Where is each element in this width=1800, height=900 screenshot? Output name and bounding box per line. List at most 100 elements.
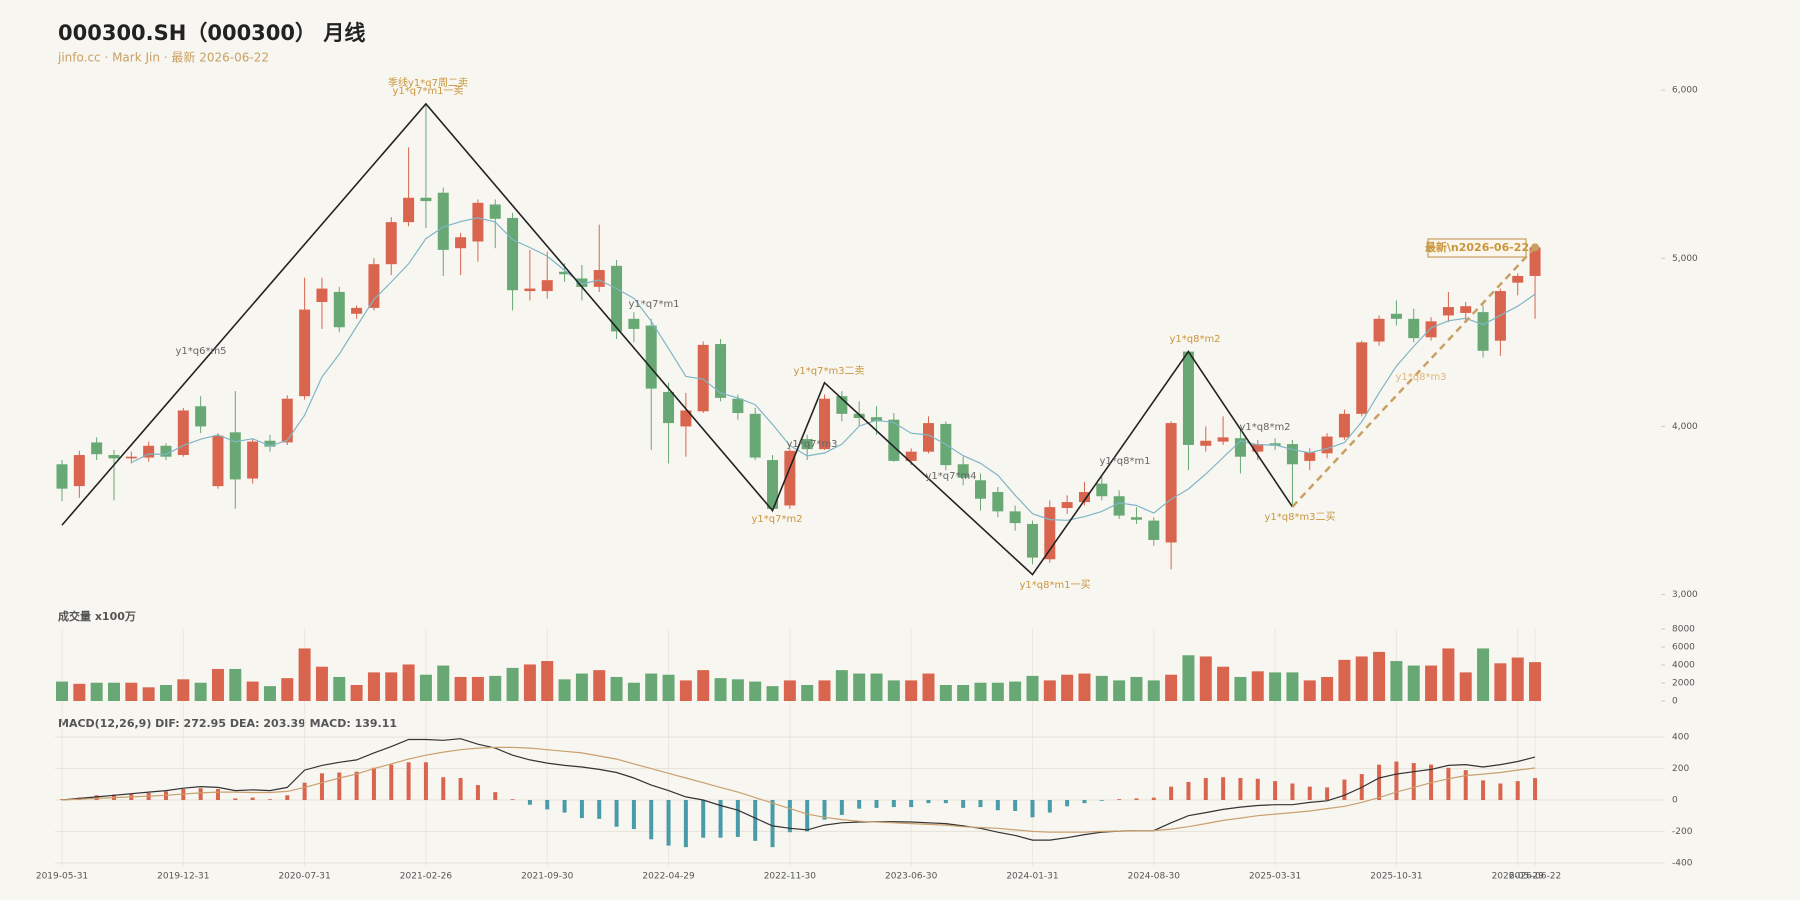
macd-bar	[1377, 764, 1382, 800]
zigzag-line	[61, 102, 1294, 576]
candle-body	[784, 450, 796, 506]
macd-bar	[1273, 781, 1278, 800]
volume-bar	[177, 679, 190, 701]
macd-bar	[1463, 770, 1468, 800]
volume-bar	[870, 673, 883, 701]
volume-bar	[1407, 665, 1420, 701]
volume-bar	[610, 676, 623, 701]
candle-body	[108, 455, 120, 459]
candle-body	[749, 413, 761, 458]
macd-bar	[1394, 761, 1399, 800]
macd-bar	[423, 762, 428, 800]
volume-bar	[593, 670, 606, 701]
candle-body	[1460, 306, 1472, 313]
volume-bar	[1355, 656, 1368, 701]
volume-bar	[159, 684, 172, 701]
x-tick-label: 2022-04-29	[642, 872, 695, 882]
volume-bar	[1113, 680, 1126, 701]
volume-bar	[697, 670, 710, 701]
x-tick-label: 2020-07-31	[278, 872, 330, 882]
volume-bar	[471, 676, 484, 701]
volume-bar	[801, 684, 814, 701]
volume-bar	[1251, 671, 1264, 701]
volume-bar	[1061, 674, 1074, 701]
volume-bar	[1477, 648, 1490, 701]
candle-body	[1442, 307, 1454, 316]
x-tick-label: 2021-02-26	[400, 872, 453, 882]
macd-bar	[250, 797, 255, 800]
candle-body	[645, 325, 657, 389]
x-tick-label: 2025-03-31	[1249, 872, 1301, 882]
volume-bar	[679, 680, 692, 701]
macd-bar	[839, 800, 844, 815]
y-tick-label: 6000	[1672, 643, 1695, 653]
dea-line	[61, 746, 1536, 833]
candle-body	[1148, 520, 1160, 540]
annotation: y1*q7*m3	[786, 439, 837, 450]
candle-body	[437, 192, 449, 250]
candle-body	[264, 440, 276, 447]
macd-bar	[1203, 778, 1208, 800]
volume-bar	[1373, 651, 1386, 701]
annotation: y1*q7*m1	[628, 299, 679, 310]
candle-body	[1026, 523, 1038, 558]
candle-body	[628, 318, 640, 329]
y-tick-label: 3,000	[1672, 590, 1698, 600]
candle-body	[56, 464, 68, 489]
macd-bar	[805, 800, 810, 832]
chart-subtitle: jinfo.cc · Mark Jin · 最新 2026-06-22	[57, 50, 269, 65]
latest-dot	[1531, 243, 1540, 252]
volume-label: 成交量 x100万	[58, 609, 136, 623]
volume-bar	[1026, 675, 1039, 701]
macd-bar	[1307, 786, 1312, 800]
candle-body	[333, 291, 345, 328]
candle-body	[1321, 436, 1333, 454]
macd-bar	[597, 800, 602, 819]
volume-bar	[1390, 661, 1403, 701]
candle-body	[1338, 413, 1350, 438]
volume-bar	[1165, 674, 1178, 701]
volume-bar	[558, 679, 571, 701]
volume-bar	[90, 682, 103, 701]
volume-bar	[1286, 672, 1299, 701]
candle-body	[385, 222, 397, 265]
macd-bar	[389, 764, 394, 800]
macd-bar	[909, 800, 914, 808]
annotation: y1*q8*m1一买	[1019, 579, 1090, 591]
candle-body	[247, 441, 259, 479]
volume-bar	[229, 668, 242, 701]
volume-bar	[627, 682, 640, 701]
y-tick-label: 4000	[1672, 661, 1695, 671]
volume-bar	[1442, 648, 1455, 701]
volume-bar	[1234, 676, 1247, 701]
volume-bar	[523, 664, 536, 701]
x-tick-label: 2024-01-31	[1006, 872, 1058, 882]
volume-bar	[1217, 666, 1230, 701]
x-tick-label: 2019-12-31	[157, 872, 209, 882]
candle-body	[559, 271, 571, 275]
candle-body	[974, 480, 986, 499]
x-tick-label: 2021-09-30	[521, 872, 574, 882]
candle-body	[1286, 444, 1298, 465]
y-tick-label: 200	[1672, 764, 1689, 774]
volume-bar	[1199, 656, 1212, 701]
candle-body	[697, 344, 709, 412]
macd-bar	[354, 771, 359, 800]
candle-body	[1078, 492, 1090, 503]
macd-bar	[1047, 800, 1052, 813]
macd-bar	[1481, 780, 1486, 800]
volume-bar	[437, 665, 450, 701]
x-tick-label: 2019-05-31	[36, 872, 88, 882]
volume-bar	[1425, 665, 1438, 701]
volume-bar	[1078, 673, 1091, 701]
macd-bar	[1446, 767, 1451, 800]
volume-bar	[194, 682, 207, 701]
y-tick-label: 0	[1672, 697, 1678, 707]
candle-body	[524, 288, 536, 292]
macd-bar	[718, 800, 723, 838]
volume-bar	[1321, 676, 1334, 701]
candle-body	[992, 492, 1004, 512]
candle-body	[611, 265, 623, 332]
candle-body	[1373, 318, 1385, 342]
